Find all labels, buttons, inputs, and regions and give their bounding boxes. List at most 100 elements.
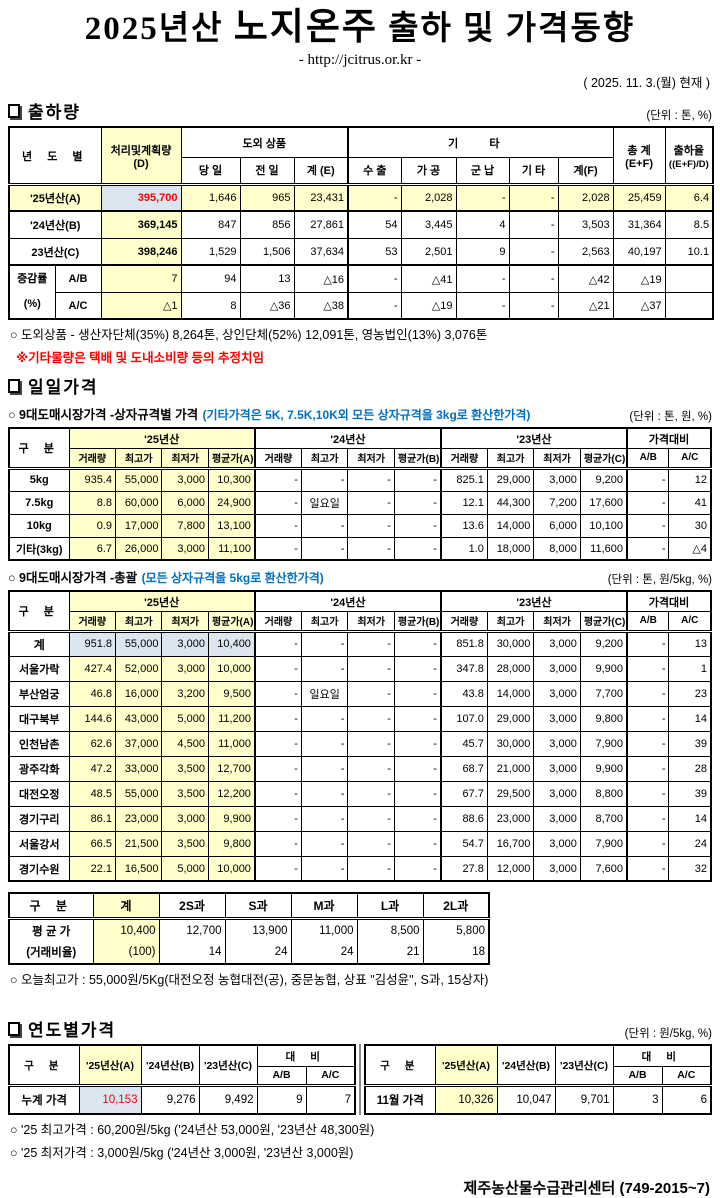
table-cell: - [625,467,670,492]
table-cell: 3 [612,1084,663,1115]
table-cell: - [347,536,395,561]
column-header: '23년산(C) [198,1044,258,1086]
table-cell: 17,600 [579,490,628,515]
table-cell: - [347,291,402,320]
table-cell: - [253,830,302,857]
table-cell: - [347,467,395,492]
table-cell: 935.4 [68,467,116,492]
table-cell: 10,153 [78,1084,142,1115]
table-cell: - [347,513,395,538]
table-cell: 26,000 [114,536,163,561]
table-cell: △37 [612,291,666,320]
table-row: 부산엄궁 46.8 16,000 3,200 9,500- 일요일 - -43.8 14,000… [8,680,712,707]
column-header: 최저가 [161,610,209,632]
column-header: 계 (E) [293,156,349,185]
table-cell: - [347,630,395,657]
table-cell: - [455,183,510,213]
table-cell: 4,500 [161,730,209,757]
table-row: 증감률 (%) A/B 7 94 13 △16 - △41 - - △42 △1… [8,264,714,320]
daily-box-unit: (단위 : 톤, 원, %) [629,411,712,424]
column-header: '25년산(A) [78,1044,142,1086]
row-label: 11월 가격 [364,1084,436,1115]
row-label: '24년산(B) [8,210,102,239]
table-cell: 398,246 [100,237,182,266]
table-cell: - [300,705,349,732]
table-cell: - [300,536,349,561]
table-row: 경기구리 86.1 23,000 3,000 9,900- - - -88.6 23,000 3,… [8,805,712,832]
section-bullet-icon [8,103,20,118]
shipment-table: 년 도 별 처리및계획량 (D) 도외 상품 기 타 총 계 (E+F) 출하율… [8,126,715,321]
table-cell: 94 [180,264,241,293]
section-bullet-icon [8,378,20,393]
row-label: 기타(3kg) [8,536,70,561]
report-date: ( 2025. 11. 3.(월) 현재 ) [583,76,710,91]
column-header: 수 출 [347,156,402,185]
site-url[interactable]: - http://jcitrus.or.kr - [298,52,422,69]
table-cell: - [347,680,395,707]
section-daily-title: 일일가격 [28,378,99,398]
table-cell: - [625,536,670,561]
column-header: A/C [305,1065,356,1086]
table-cell: 3,000 [533,805,581,832]
column-header: A/B [625,610,670,632]
column-group-header: '25년산 [68,590,256,612]
table-cell: 22.1 [68,855,116,882]
title-prefix: 2025년산 [84,11,224,47]
table-cell: 3,000 [533,630,581,657]
table-cell [664,264,714,293]
table-cell: 21,000 [486,755,535,782]
size-grade-price-table: 구 분 계 2S과 S과 M과 L과 2L과 평 균 가 10,400 12,7… [8,892,490,966]
table-cell: 11,000 [290,918,358,942]
table-cell: - [300,805,349,832]
column-header: '24년산(B) [140,1044,200,1086]
row-label: 7.5kg [8,490,70,515]
table-row: 경기수원 22.1 16,500 5,000 10,000- - - -27.8 12,000 3… [8,855,712,882]
section-daily-header: 일일가격 [8,373,712,398]
table-cell: - [625,730,670,757]
table-cell: 16,000 [114,680,163,707]
table-cell: 14 [668,805,712,832]
table-cell: 27,861 [293,210,349,239]
table-cell: 5,000 [161,705,209,732]
table-row: 서울강서 66.5 21,500 3,500 9,800- - - -54.7 16,700 3,… [8,830,712,857]
daily-total-subheader: ○ 9대도매시장가격 -총괄 (모든 상자규격을 5kg로 환산한가격) (단위… [8,567,712,587]
table-cell: 18 [422,941,490,965]
table-row: 23년산(C) 398,246 1,529 1,506 37,634 53 2,… [8,237,714,266]
table-row: 5kg 935.4 55,000 3,000 10,300- - - -825.1 29,000… [8,467,712,492]
table-cell: 3,000 [533,730,581,757]
table-cell: 16,500 [114,855,163,882]
table-cell: 9 [455,237,510,266]
table-cell: - [253,680,302,707]
table-cell: 2,028 [557,183,614,213]
table-cell: - [253,630,302,657]
column-header: 거래량 [68,447,116,469]
table-cell: - [393,805,442,832]
table-cell: - [253,655,302,682]
column-header: 거래량 [439,447,488,469]
table-cell: 8,000 [533,536,581,561]
table-cell: - [253,730,302,757]
table-cell: - [625,855,670,882]
table-cell: 3,445 [400,210,457,239]
column-group-header: 가격대비 [625,590,712,612]
table-cell: 3,000 [533,855,581,882]
column-group-header: '23년산 [439,590,628,612]
column-header: 군 납 [455,156,510,185]
row-label: 경기수원 [8,855,70,882]
column-header: A/B [625,447,670,469]
table-cell: 13,100 [207,513,256,538]
table-cell: - [253,490,302,515]
row-label: 23년산(C) [8,237,102,266]
table-cell: 30 [668,513,712,538]
table-cell: 7,800 [161,513,209,538]
table-cell: 48.5 [68,780,116,807]
column-header: 전 일 [239,156,295,185]
table-cell: 6,000 [161,490,209,515]
row-label: 서울가락 [8,655,70,682]
table-cell: 144.6 [68,705,116,732]
table-cell: 10,300 [207,467,256,492]
table-cell: 55,000 [114,467,163,492]
table-cell: 12.1 [439,490,488,515]
table-cell: 7 [305,1084,356,1115]
table-cell: - [393,630,442,657]
